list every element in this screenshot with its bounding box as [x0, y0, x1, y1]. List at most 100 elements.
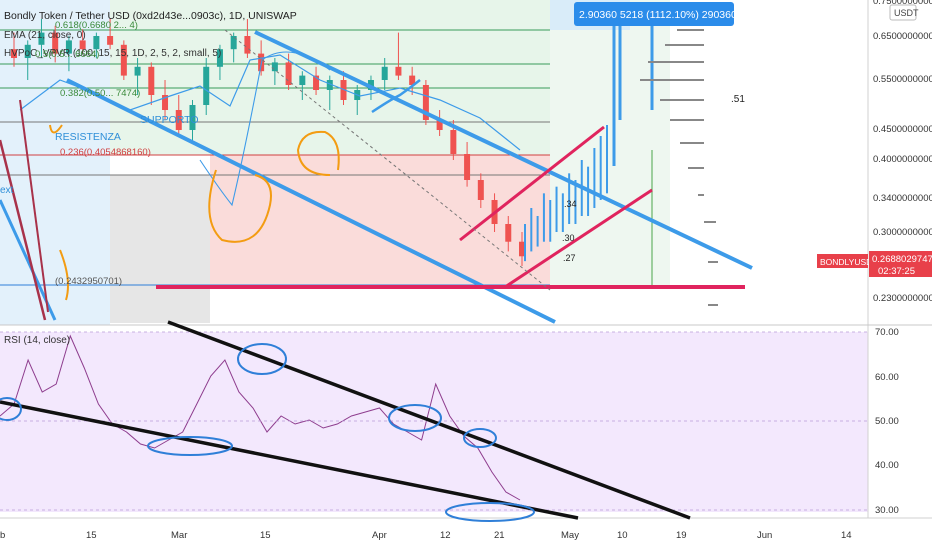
candle [24, 44, 31, 58]
candle [107, 36, 114, 45]
last-price: 0.2688029747 [872, 254, 932, 265]
candle [395, 66, 402, 76]
last-price-badge [869, 251, 932, 277]
rsi-pane[interactable] [0, 325, 868, 518]
rsi-circle [463, 428, 497, 448]
candle [271, 62, 278, 72]
countdown: 02:37:25 [878, 266, 915, 277]
fib-0-label: (0.2432950701) [55, 276, 122, 287]
n27-label: .27 [563, 253, 576, 263]
channel-lower-line [66, 78, 556, 324]
fib-236-label: 0.236(0.4054868160) [60, 147, 151, 158]
candle [93, 36, 100, 50]
time-tick: Jun [757, 530, 772, 541]
n34-label: .34 [564, 199, 577, 209]
red-trend-line [0, 139, 47, 321]
candle [477, 180, 484, 200]
candle [285, 62, 292, 85]
drawings [0, 29, 753, 324]
price-tick: 0.7500000000 [873, 0, 932, 7]
wedge-lower-line [504, 188, 653, 289]
price-tick: 0.4500000000 [873, 124, 932, 135]
candle [65, 40, 72, 54]
price-tick: 0.6500000000 [873, 31, 932, 42]
ema-legend[interactable]: EMA (21, close, 0) [4, 30, 86, 41]
price-tick: 0.3000000000 [873, 227, 932, 238]
rsi-legend[interactable]: RSI (14, close) [4, 335, 70, 346]
channel-upper-line [254, 30, 753, 270]
rsi-tick: 60.00 [875, 372, 899, 383]
candle [230, 36, 237, 50]
candle [436, 120, 443, 130]
rsi-series [0, 320, 868, 522]
candle [216, 49, 223, 67]
fib-zone-blue-right [550, 0, 670, 285]
n51-label: .51 [731, 94, 745, 105]
rsi-circle [147, 436, 233, 456]
candle [409, 75, 416, 85]
last-symbol-badge [817, 254, 868, 268]
time-tick: 14 [841, 530, 852, 541]
blue-squiggle [371, 79, 421, 114]
candle [79, 40, 86, 50]
time-tick: Apr [372, 530, 387, 541]
band-line [199, 51, 331, 207]
measure-tooltip: 2.90360 5218 (1112.10%) 29036075218 [579, 9, 766, 21]
fib-5-label: 0.5(0.5... 6664) [35, 49, 99, 60]
candle [52, 32, 59, 54]
candle [189, 105, 196, 130]
candle [203, 66, 210, 105]
rsi-circle [445, 502, 535, 522]
time-tick: 15 [86, 530, 97, 541]
candle [381, 66, 388, 80]
price-axis[interactable]: 0.7500000000 0.6500000000 0.5500000000 0.45… [873, 0, 932, 304]
fib-618-label: 0.618(0.6680 2... 4) [55, 20, 138, 31]
candle [175, 110, 182, 130]
candle [519, 241, 525, 257]
next-label: ext [0, 185, 14, 196]
candle [464, 154, 471, 180]
price-tick: 0.2300000000 [873, 293, 932, 304]
candle [313, 75, 320, 90]
candle [148, 66, 155, 95]
resistenza-label: RESISTENZA [55, 131, 121, 143]
rsi-axis[interactable]: 70.00 60.00 50.00 40.00 30.00 [875, 327, 899, 516]
projection-series [612, 4, 718, 306]
rsi-tick: 70.00 [875, 327, 899, 338]
time-tick: 10 [617, 530, 628, 541]
currency-label: USDT [894, 8, 919, 18]
rsi-trend-upper [167, 320, 691, 520]
candle [120, 44, 127, 76]
rsi-tick: 30.00 [875, 505, 899, 516]
time-tick: Mar [171, 530, 187, 541]
candle [162, 95, 169, 110]
time-tick: 21 [494, 530, 505, 541]
last-symbol: BONDLYUSDT [820, 257, 877, 267]
price-pane[interactable] [0, 0, 868, 325]
n30-label: .30 [562, 233, 575, 243]
currency-box[interactable] [889, 4, 917, 21]
wedge-upper-line [459, 125, 605, 242]
orange-circle-2 [296, 130, 340, 176]
fib-382-label: 0.382(0.50... 7474) [60, 88, 140, 99]
fib-zone-gray [110, 175, 210, 323]
price-tick: 0.3400000000 [873, 193, 932, 204]
time-tick: 19 [676, 530, 687, 541]
orange-mark-2 [59, 249, 69, 301]
price-tick: 0.5500000000 [873, 74, 932, 85]
time-axis[interactable]: b 15 Mar 15 Apr 12 21 May 10 19 Jun 14 [0, 530, 852, 541]
candle [505, 224, 512, 242]
time-tick: 15 [260, 530, 271, 541]
supporto-label: SUPPORTO [140, 114, 199, 126]
candle [38, 32, 45, 45]
symbol-legend[interactable]: Bondly Token / Tether USD (0xd2d43e...09… [4, 10, 297, 22]
time-tick: May [561, 530, 579, 541]
candle [299, 75, 306, 85]
rsi-tick: 40.00 [875, 460, 899, 471]
rsi-circle [388, 404, 442, 432]
time-tick: 12 [440, 530, 451, 541]
rsi-circle [237, 343, 287, 375]
measure-tooltip-box [574, 2, 734, 26]
hvpoc-legend[interactable]: HVPoC_VPVR (100, 15, 15, 1D, 2, 5, 2, sm… [4, 48, 221, 59]
